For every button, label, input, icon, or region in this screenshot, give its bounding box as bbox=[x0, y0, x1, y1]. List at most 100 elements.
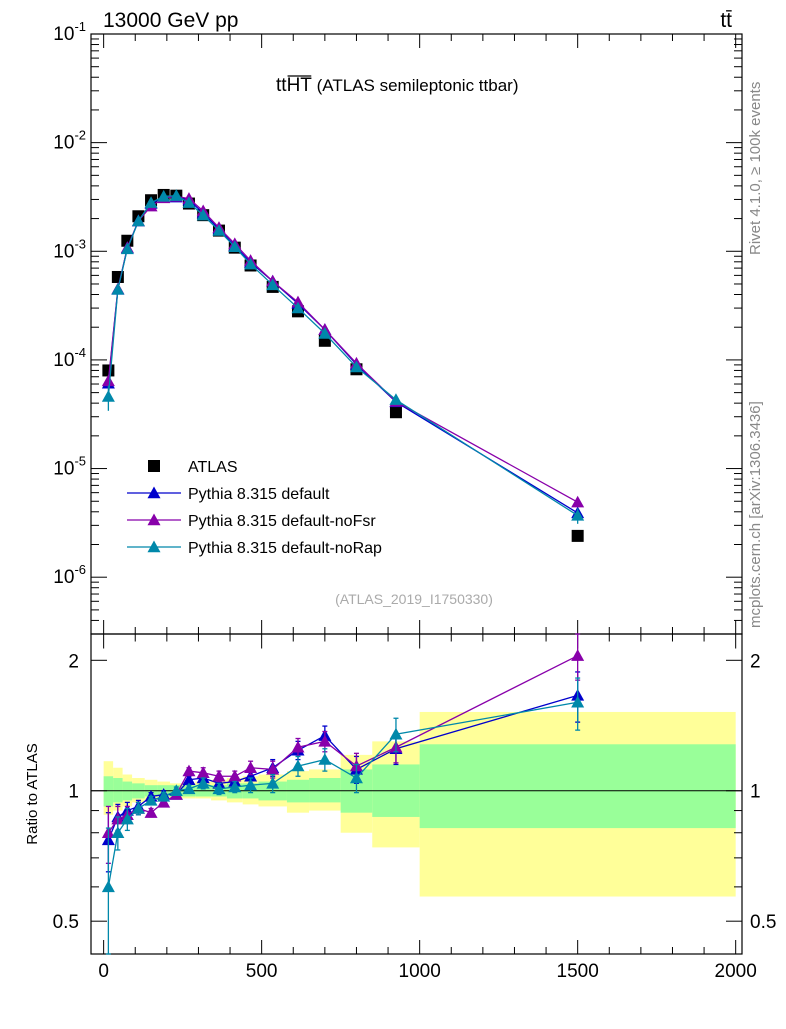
ratio-mc-point bbox=[291, 759, 305, 772]
main-data-point bbox=[571, 529, 584, 542]
energy-label: 13000 GeV pp bbox=[103, 9, 238, 32]
main-mc-point bbox=[169, 189, 183, 201]
ratio-mc-point bbox=[144, 793, 158, 806]
ratio-mc-point bbox=[157, 789, 171, 802]
band-inner bbox=[113, 778, 123, 803]
ratio-mc-point bbox=[196, 776, 210, 789]
rivet-label: Rivet 4.1.0, ≥ 100k events bbox=[747, 82, 764, 255]
main-mc-point bbox=[196, 208, 210, 221]
ratio-y-tick-label-right: 1 bbox=[750, 782, 761, 803]
ratio-y-tick-label: 0.5 bbox=[53, 912, 79, 933]
legend-triangle-marker bbox=[147, 513, 161, 526]
ratio-mc-point bbox=[182, 782, 196, 795]
ratio-mc-point bbox=[228, 780, 242, 793]
legend-entry: Pythia 8.315 default-noFsr bbox=[127, 513, 376, 530]
ratio-mc-point bbox=[111, 826, 125, 838]
ratio-y-tick-label-right: 2 bbox=[750, 651, 761, 672]
ratio-mc-point bbox=[228, 769, 242, 782]
ratio-mc-point bbox=[389, 727, 403, 740]
main-mc-point bbox=[291, 301, 305, 314]
ratio-mc-point bbox=[212, 769, 226, 782]
ratio-y-tick-label: 2 bbox=[68, 651, 79, 672]
ratio-mc-point bbox=[266, 762, 280, 775]
main-mc-point bbox=[157, 189, 171, 202]
main-series-line bbox=[107, 196, 579, 514]
process-label: tt̄ bbox=[720, 9, 732, 32]
x-tick-label: 0 bbox=[98, 961, 109, 982]
ratio-mc-point bbox=[266, 776, 280, 789]
main-y-tick-label: 10-5 bbox=[53, 454, 86, 480]
main-mc-point bbox=[144, 196, 158, 208]
ratio-mc-point bbox=[157, 795, 171, 808]
main-y-tick-label: 10-6 bbox=[53, 562, 86, 588]
main-series-group bbox=[101, 188, 585, 542]
ratio-mc-point bbox=[101, 880, 115, 893]
main-series-line bbox=[107, 195, 578, 503]
legend-entry: Pythia 8.315 default bbox=[127, 486, 330, 503]
main-mc-point bbox=[101, 390, 115, 402]
uncertainty-bands bbox=[103, 711, 736, 897]
main-mc-point bbox=[111, 282, 125, 295]
ratio-mc-point bbox=[244, 761, 258, 773]
ratio-mc-point bbox=[182, 764, 196, 777]
band-inner bbox=[419, 744, 736, 829]
main-mc-point bbox=[212, 224, 226, 236]
legend-label: Pythia 8.315 default bbox=[188, 486, 330, 503]
ratio-series-group bbox=[101, 633, 585, 955]
main-mc-point bbox=[182, 196, 196, 208]
analysis-id: (ATLAS_2019_I1750330) bbox=[335, 591, 493, 607]
ratio-mc-point bbox=[571, 695, 585, 708]
legend-square-marker bbox=[148, 460, 160, 472]
main-y-tick-label: 10-3 bbox=[53, 236, 86, 262]
plot-title: ttHT (ATLAS semileptonic ttbar) bbox=[276, 75, 518, 96]
main-mc-point bbox=[228, 240, 242, 252]
ratio-mc-point bbox=[244, 778, 258, 791]
axes: 10-6 10-5 10-4 10-3 10-2 10-1 0 500 1000 1500 2000… bbox=[53, 19, 777, 982]
ratio-mc-point bbox=[196, 766, 210, 779]
x-tick-label: 500 bbox=[246, 961, 278, 982]
legend-triangle-marker bbox=[147, 540, 161, 553]
legend-label: Pythia 8.315 default-noFsr bbox=[188, 513, 376, 530]
band-inner bbox=[309, 778, 341, 803]
ratio-mc-point bbox=[212, 782, 226, 795]
ratio-y-axis-label: Ratio to ATLAS bbox=[24, 743, 41, 844]
ratio-mc-point bbox=[349, 771, 363, 784]
main-series-line bbox=[107, 195, 579, 517]
legend-entry: Pythia 8.315 default-noRap bbox=[127, 540, 382, 557]
main-mc-point bbox=[120, 242, 134, 255]
ratio-mc-point bbox=[169, 784, 183, 796]
ratio-mc-point bbox=[131, 801, 145, 814]
main-y-tick-label: 10-2 bbox=[53, 128, 86, 154]
ratio-mc-point bbox=[571, 649, 585, 661]
x-tick-label: 1500 bbox=[557, 961, 599, 982]
main-y-tick-label: 10-4 bbox=[53, 345, 86, 371]
band-inner bbox=[103, 776, 114, 807]
plot-title-overline: HT bbox=[287, 75, 313, 96]
main-y-tick-label: 10-1 bbox=[53, 19, 86, 45]
main-mc-point bbox=[349, 360, 363, 373]
legend-label: ATLAS bbox=[188, 459, 238, 476]
plot-title-main: tt bbox=[276, 75, 287, 96]
main-mc-point bbox=[101, 374, 115, 387]
ratio-panel-frame bbox=[90, 633, 743, 955]
main-data-point bbox=[389, 406, 402, 419]
main-mc-point bbox=[389, 393, 403, 405]
main-mc-point bbox=[571, 495, 585, 508]
x-tick-label: 2000 bbox=[715, 961, 757, 982]
ratio-mc-point bbox=[318, 734, 332, 747]
main-mc-point bbox=[266, 278, 280, 291]
ratio-mc-point bbox=[244, 769, 258, 782]
mcplots-label: mcplots.cern.ch [arXiv:1306.3436] bbox=[747, 401, 764, 628]
main-data-point bbox=[121, 234, 134, 247]
ratio-mc-point bbox=[182, 773, 196, 785]
legend-triangle-marker bbox=[147, 486, 161, 499]
x-tick-label: 1000 bbox=[399, 961, 441, 982]
ratio-y-tick-label: 1 bbox=[68, 782, 79, 803]
ratio-mc-point bbox=[318, 753, 332, 765]
legend-entry: ATLAS bbox=[148, 459, 238, 476]
ratio-mc-point bbox=[144, 806, 158, 818]
plot-title-rest: (ATLAS semileptonic ttbar) bbox=[312, 76, 519, 95]
legend-label: Pythia 8.315 default-noRap bbox=[188, 540, 382, 557]
ratio-y-tick-label-right: 0.5 bbox=[750, 912, 776, 933]
